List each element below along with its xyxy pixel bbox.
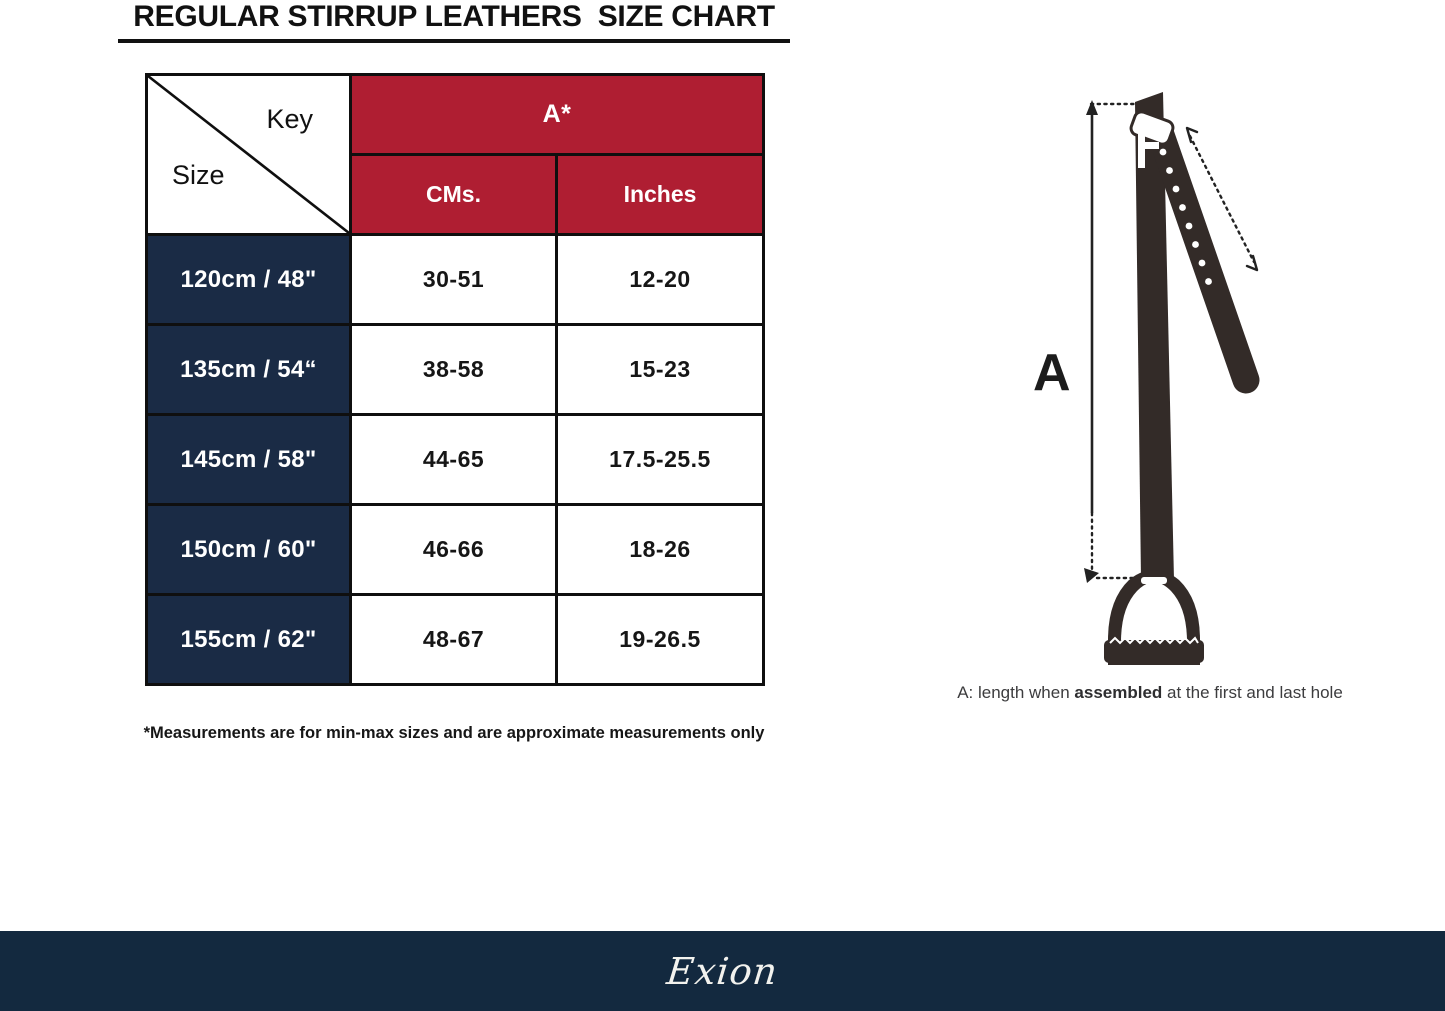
inches-value-cell: 17.5-25.5 (554, 413, 766, 506)
measurement-arrow-lines (1084, 100, 1138, 583)
stirrup-leather-diagram: A (1033, 92, 1260, 665)
footer-bar: Exion (0, 931, 1445, 1011)
cms-value-cell: 30-51 (349, 233, 558, 326)
corner-key-label: Key (266, 104, 313, 134)
measurements-footnote: *Measurements are for min-max sizes and … (143, 724, 765, 742)
inches-value-cell: 19-26.5 (554, 593, 766, 686)
diagonal-measure-arrow (1185, 126, 1259, 272)
cms-value-cell: 48-67 (349, 593, 558, 686)
table-row: 135cm / 54“ 38-58 15-23 (145, 323, 766, 416)
stirrup-iron (1104, 570, 1204, 665)
cms-value-cell: 38-58 (349, 323, 558, 416)
strap-holes (1159, 148, 1212, 285)
size-chart-table: Key Size A* CMs. Inches 120cm / 48" 30-5… (145, 73, 766, 686)
diagonal-divider (148, 76, 349, 233)
column-header-cms: CMs. (349, 153, 558, 236)
size-label-cell: 155cm / 62" (145, 593, 352, 686)
table-row: 120cm / 48" 30-51 12-20 (145, 233, 766, 326)
size-label-cell: 120cm / 48" (145, 233, 352, 326)
caption-bold: assembled (1074, 683, 1163, 702)
cms-value-cell: 46-66 (349, 503, 558, 596)
inches-value-cell: 12-20 (554, 233, 766, 326)
size-label-cell: 145cm / 58" (145, 413, 352, 506)
diagram-caption: A: length when assembled at the first an… (930, 683, 1370, 703)
measurement-label-a: A (1033, 344, 1071, 402)
corner-header-cell: Key Size (145, 73, 352, 236)
brand-logo: Exion (664, 949, 781, 993)
caption-prefix: A: length when (957, 683, 1075, 702)
inches-value-cell: 15-23 (554, 323, 766, 416)
column-header-inches: Inches (554, 153, 766, 236)
cms-value-cell: 44-65 (349, 413, 558, 506)
inches-value-cell: 18-26 (554, 503, 766, 596)
table-row: 150cm / 60" 46-66 18-26 (145, 503, 766, 596)
table-row: 155cm / 62" 48-67 19-26.5 (145, 593, 766, 686)
stirrup-leather-strap (1135, 92, 1174, 580)
buckle-icon (1129, 110, 1175, 168)
size-label-cell: 150cm / 60" (145, 503, 352, 596)
corner-size-label: Size (172, 160, 225, 190)
size-label-cell: 135cm / 54“ (145, 323, 352, 416)
column-group-header-a: A* (348, 73, 766, 156)
buckled-strap (1146, 118, 1260, 394)
page-title: REGULAR STIRRUP LEATHERS SIZE CHART (118, 0, 790, 43)
table-row: 145cm / 58" 44-65 17.5-25.5 (145, 413, 766, 506)
caption-suffix: at the first and last hole (1162, 683, 1343, 702)
